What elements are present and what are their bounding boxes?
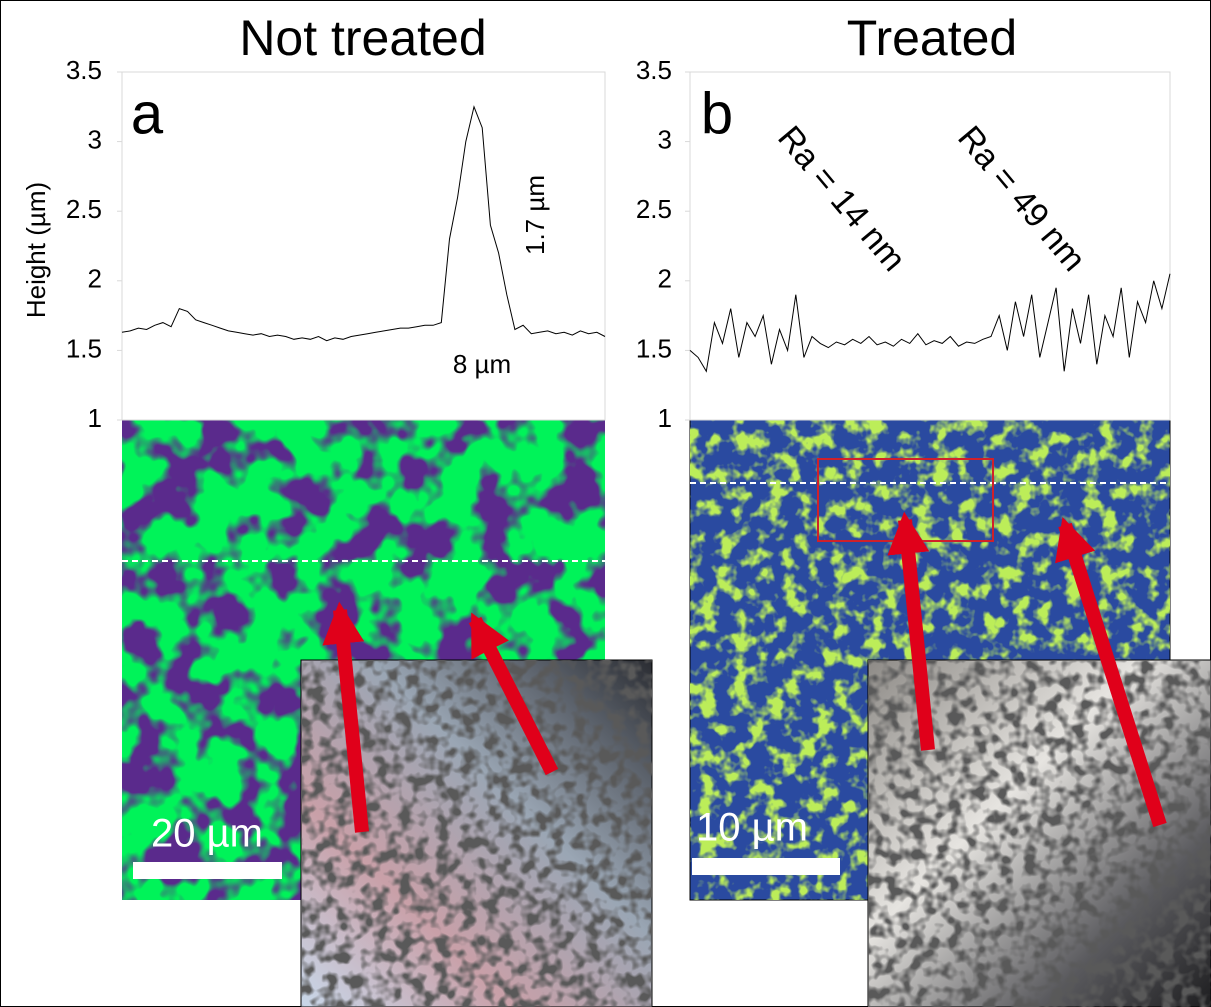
arrow <box>887 511 935 751</box>
annotation: b <box>701 81 733 146</box>
y-tick-label: 1.5 <box>636 333 672 363</box>
scale-bar <box>692 858 840 875</box>
panel-title: Not treated <box>239 10 486 66</box>
profile <box>121 105 606 342</box>
arrow <box>1055 516 1167 828</box>
y-tick-label: 3.5 <box>636 55 672 85</box>
annotation: 20 µm <box>151 812 263 856</box>
y-tick-label: 3 <box>658 124 672 154</box>
y-tick-label: 2.5 <box>66 194 102 224</box>
annotation: a <box>131 81 164 146</box>
y-tick-label: 3.5 <box>66 55 102 85</box>
y-tick-label: 2 <box>88 264 102 294</box>
arrows <box>322 511 1167 833</box>
annotation: 10 µm <box>696 806 808 850</box>
y-tick-label: 1 <box>658 403 672 433</box>
plot-area <box>121 71 606 421</box>
profile <box>689 273 1171 373</box>
annotation: 1.7 µm <box>520 175 550 255</box>
y-tick-label: 2 <box>658 264 672 294</box>
y-tick-label: 2.5 <box>636 194 672 224</box>
annotation: 8 µm <box>453 349 511 379</box>
y-tick-label: 3 <box>88 124 102 154</box>
arrow <box>322 601 369 833</box>
y-tick-label: 1.5 <box>66 333 102 363</box>
y-tick-label: 1 <box>88 403 102 433</box>
plot-area <box>689 71 1171 421</box>
y-axis-label: Height (µm) <box>21 182 51 318</box>
arrow <box>468 612 559 776</box>
inset-texture <box>301 660 652 1007</box>
scale-bar <box>133 862 282 879</box>
panel-title: Treated <box>847 10 1017 66</box>
charts: 1 1.5 2 2.5 3 3.5 Not treated Height (µm) a 1.7 µ… <box>21 10 1171 856</box>
